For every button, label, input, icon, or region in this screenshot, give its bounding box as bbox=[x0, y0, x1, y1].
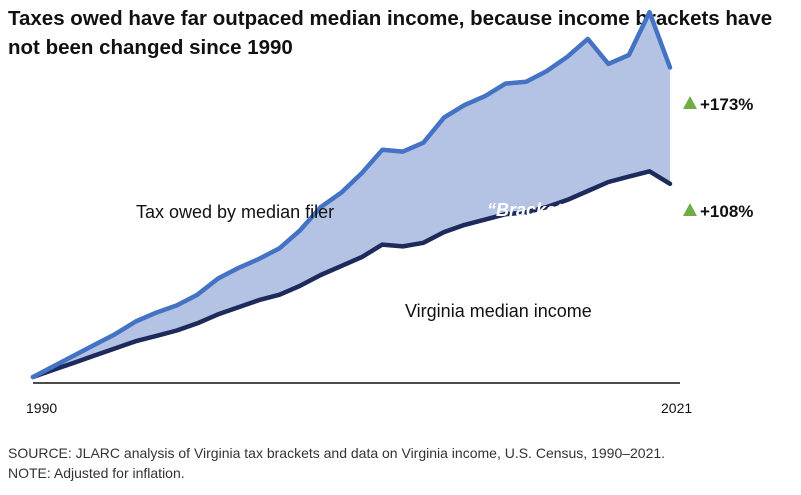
series-line-income bbox=[30, 169, 673, 380]
x-tick-label-start: 1990 bbox=[26, 400, 57, 416]
band-label: “Bracket creep” bbox=[487, 200, 624, 220]
chart: Tax owed by median filer Virginia median… bbox=[26, 9, 753, 416]
source-note: SOURCE: JLARC analysis of Virginia tax b… bbox=[8, 443, 793, 483]
change-label-income: +108% bbox=[700, 202, 753, 221]
increase-triangle-icon bbox=[683, 203, 697, 216]
bracket-creep-band bbox=[33, 12, 670, 377]
increase-triangle-icon bbox=[683, 96, 697, 109]
chart-title: Taxes owed have far outpaced median inco… bbox=[8, 7, 773, 59]
series-label-income: Virginia median income bbox=[405, 301, 592, 321]
note-line: NOTE: Adjusted for inflation. bbox=[8, 465, 185, 481]
source-line: SOURCE: JLARC analysis of Virginia tax b… bbox=[8, 445, 666, 461]
change-label-tax: +173% bbox=[700, 95, 753, 114]
x-tick-label-end: 2021 bbox=[661, 400, 692, 416]
series-label-tax: Tax owed by median filer bbox=[136, 202, 334, 222]
series-line-tax bbox=[30, 9, 673, 380]
